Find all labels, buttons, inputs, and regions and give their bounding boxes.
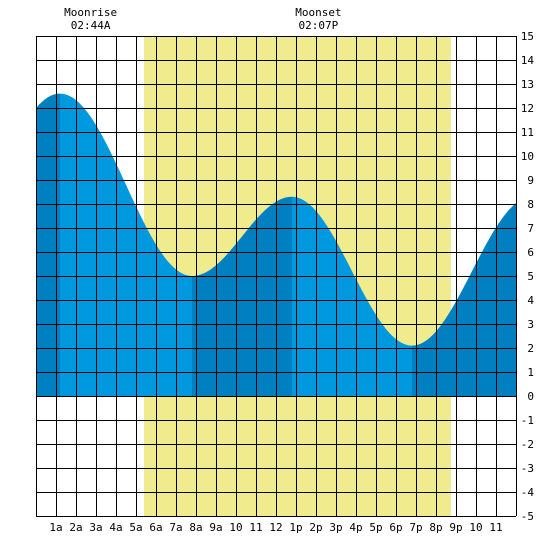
y-tick-label: 4: [527, 294, 534, 307]
y-tick-label: 3: [527, 318, 534, 331]
x-tick-label: 2p: [309, 521, 322, 534]
y-tick-label: -3: [521, 462, 534, 475]
x-tick-label: 8a: [189, 521, 202, 534]
tide-segment-2: [60, 93, 192, 396]
x-tick-label: 2a: [69, 521, 82, 534]
x-tick-label: 5a: [129, 521, 142, 534]
x-tick-label: 7a: [169, 521, 182, 534]
y-tick-label: 0: [527, 390, 534, 403]
x-tick-label: 1a: [49, 521, 62, 534]
y-tick-label: 15: [521, 30, 534, 43]
y-tick-label: 13: [521, 78, 534, 91]
y-tick-label: 9: [527, 174, 534, 187]
tide-segment-5: [412, 203, 516, 396]
x-tick-label: 12: [269, 521, 282, 534]
y-tick-label: -2: [521, 438, 534, 451]
x-tick-label: 3p: [329, 521, 342, 534]
tide-segment-4: [292, 196, 412, 396]
y-tick-label: 6: [527, 246, 534, 259]
y-tick-label: 7: [527, 222, 534, 235]
x-tick-label: 11: [489, 521, 502, 534]
x-tick-label: 4a: [109, 521, 122, 534]
x-tick-label: 9a: [209, 521, 222, 534]
y-tick-label: -5: [521, 510, 534, 523]
y-tick-label: -4: [521, 486, 535, 499]
y-tick-label: 8: [527, 198, 534, 211]
moonset-label: Moonset: [295, 6, 341, 19]
y-tick-label: 10: [521, 150, 534, 163]
y-tick-label: 2: [527, 342, 534, 355]
x-tick-label: 10: [469, 521, 482, 534]
y-tick-label: 14: [521, 54, 535, 67]
x-tick-label: 7p: [409, 521, 422, 534]
grid-layer: [36, 36, 517, 517]
x-tick-label: 8p: [429, 521, 442, 534]
x-tick-label: 6p: [389, 521, 402, 534]
x-tick-label: 6a: [149, 521, 162, 534]
y-tick-label: 12: [521, 102, 534, 115]
y-tick-label: 11: [521, 126, 534, 139]
x-tick-label: 4p: [349, 521, 362, 534]
x-tick-labels: 1a 2a 3a 4a 5a 6a 7a 8a 9a 10 11 12 1p 2p 3p 4p 5p 6p 7p 8p…: [49, 521, 502, 534]
x-tick-label: 9p: [449, 521, 462, 534]
x-tick-label: 10: [229, 521, 242, 534]
moonset-time: 02:07P: [299, 19, 339, 32]
moonrise-label: Moonrise: [64, 6, 117, 19]
y-tick-label: -1: [521, 414, 534, 427]
x-tick-label: 5p: [369, 521, 382, 534]
x-tick-label: 11: [249, 521, 262, 534]
y-tick-label: 5: [527, 270, 534, 283]
x-tick-label: 3a: [89, 521, 102, 534]
x-tick-label: 1p: [289, 521, 302, 534]
tide-segment-1: [36, 93, 60, 396]
moonrise-time: 02:44A: [71, 19, 111, 32]
y-tick-label: 1: [527, 366, 534, 379]
